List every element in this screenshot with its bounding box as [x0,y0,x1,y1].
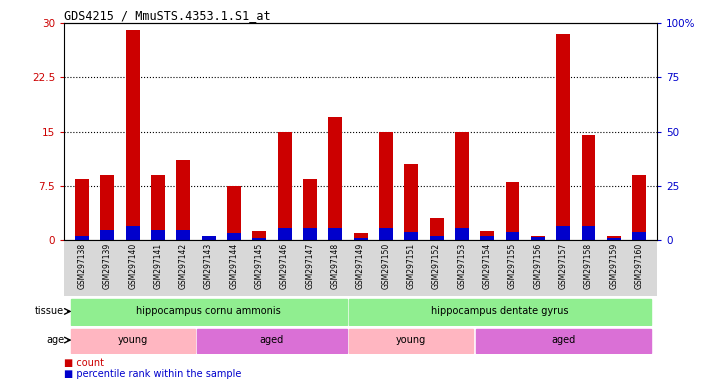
Bar [252,238,266,240]
Text: GSM297155: GSM297155 [508,242,517,289]
Bar [71,328,195,353]
Bar [201,237,216,240]
Bar [197,328,346,353]
Text: GSM297143: GSM297143 [204,242,213,289]
Bar [506,232,520,240]
Bar [75,179,89,240]
Bar [632,232,646,240]
Text: hippocampus cornu ammonis: hippocampus cornu ammonis [136,306,281,316]
Bar [176,161,190,240]
Text: GSM297142: GSM297142 [178,242,188,288]
Bar [506,182,520,240]
Bar [151,230,165,240]
Bar [455,228,469,240]
Bar [227,186,241,240]
Text: hippocampus dentate gyrus: hippocampus dentate gyrus [431,306,568,316]
Bar [75,236,89,240]
Bar [379,131,393,240]
Bar [430,236,443,240]
Text: GSM297153: GSM297153 [458,242,466,289]
Text: GSM297148: GSM297148 [331,242,340,288]
Text: aged: aged [260,335,284,345]
Text: GSM297144: GSM297144 [229,242,238,289]
Bar [328,117,342,240]
Bar [126,30,140,240]
Bar [632,175,646,240]
Bar [227,233,241,240]
Text: GSM297141: GSM297141 [154,242,163,288]
Bar [556,34,570,240]
Bar [176,230,190,240]
Bar [581,226,595,240]
Bar [349,299,650,325]
Bar [404,232,418,240]
Bar [455,131,469,240]
Text: GDS4215 / MmuSTS.4353.1.S1_at: GDS4215 / MmuSTS.4353.1.S1_at [64,9,271,22]
Bar [556,226,570,240]
Bar [353,238,368,240]
Bar [430,218,443,240]
Bar [151,175,165,240]
Bar [531,237,545,240]
Bar [303,228,317,240]
Text: GSM297146: GSM297146 [280,242,289,289]
Text: GSM297149: GSM297149 [356,242,365,289]
Text: GSM297147: GSM297147 [306,242,314,289]
Text: ■ percentile rank within the sample: ■ percentile rank within the sample [64,369,241,379]
Bar [278,131,291,240]
Text: GSM297160: GSM297160 [635,242,643,289]
Text: GSM297157: GSM297157 [558,242,568,289]
Bar [201,236,216,240]
Bar [404,164,418,240]
Bar [303,179,317,240]
Text: GSM297158: GSM297158 [584,242,593,288]
Bar [278,228,291,240]
Text: GSM297156: GSM297156 [533,242,543,289]
Text: tissue: tissue [35,306,64,316]
Text: GSM297145: GSM297145 [255,242,263,289]
Text: age: age [46,335,64,345]
Bar [607,237,620,240]
Bar [531,237,545,240]
Bar [353,233,368,240]
Bar [101,175,114,240]
Bar [349,328,473,353]
Bar [126,226,140,240]
Text: GSM297154: GSM297154 [483,242,492,289]
Bar [328,228,342,240]
Bar [481,231,494,240]
Text: ■ count: ■ count [64,358,104,368]
Text: GSM297150: GSM297150 [381,242,391,289]
Text: aged: aged [551,335,575,345]
Bar [607,238,620,240]
Bar [481,236,494,240]
Text: GSM297139: GSM297139 [103,242,112,289]
Bar [101,230,114,240]
Bar [379,228,393,240]
Bar [252,231,266,240]
Bar [581,135,595,240]
Text: GSM297140: GSM297140 [128,242,137,289]
Text: GSM297138: GSM297138 [78,242,86,288]
Text: young: young [118,335,148,345]
Text: GSM297152: GSM297152 [432,242,441,288]
Text: GSM297159: GSM297159 [609,242,618,289]
Bar [476,328,650,353]
Text: young: young [396,335,426,345]
Text: GSM297151: GSM297151 [407,242,416,288]
Bar [71,299,346,325]
